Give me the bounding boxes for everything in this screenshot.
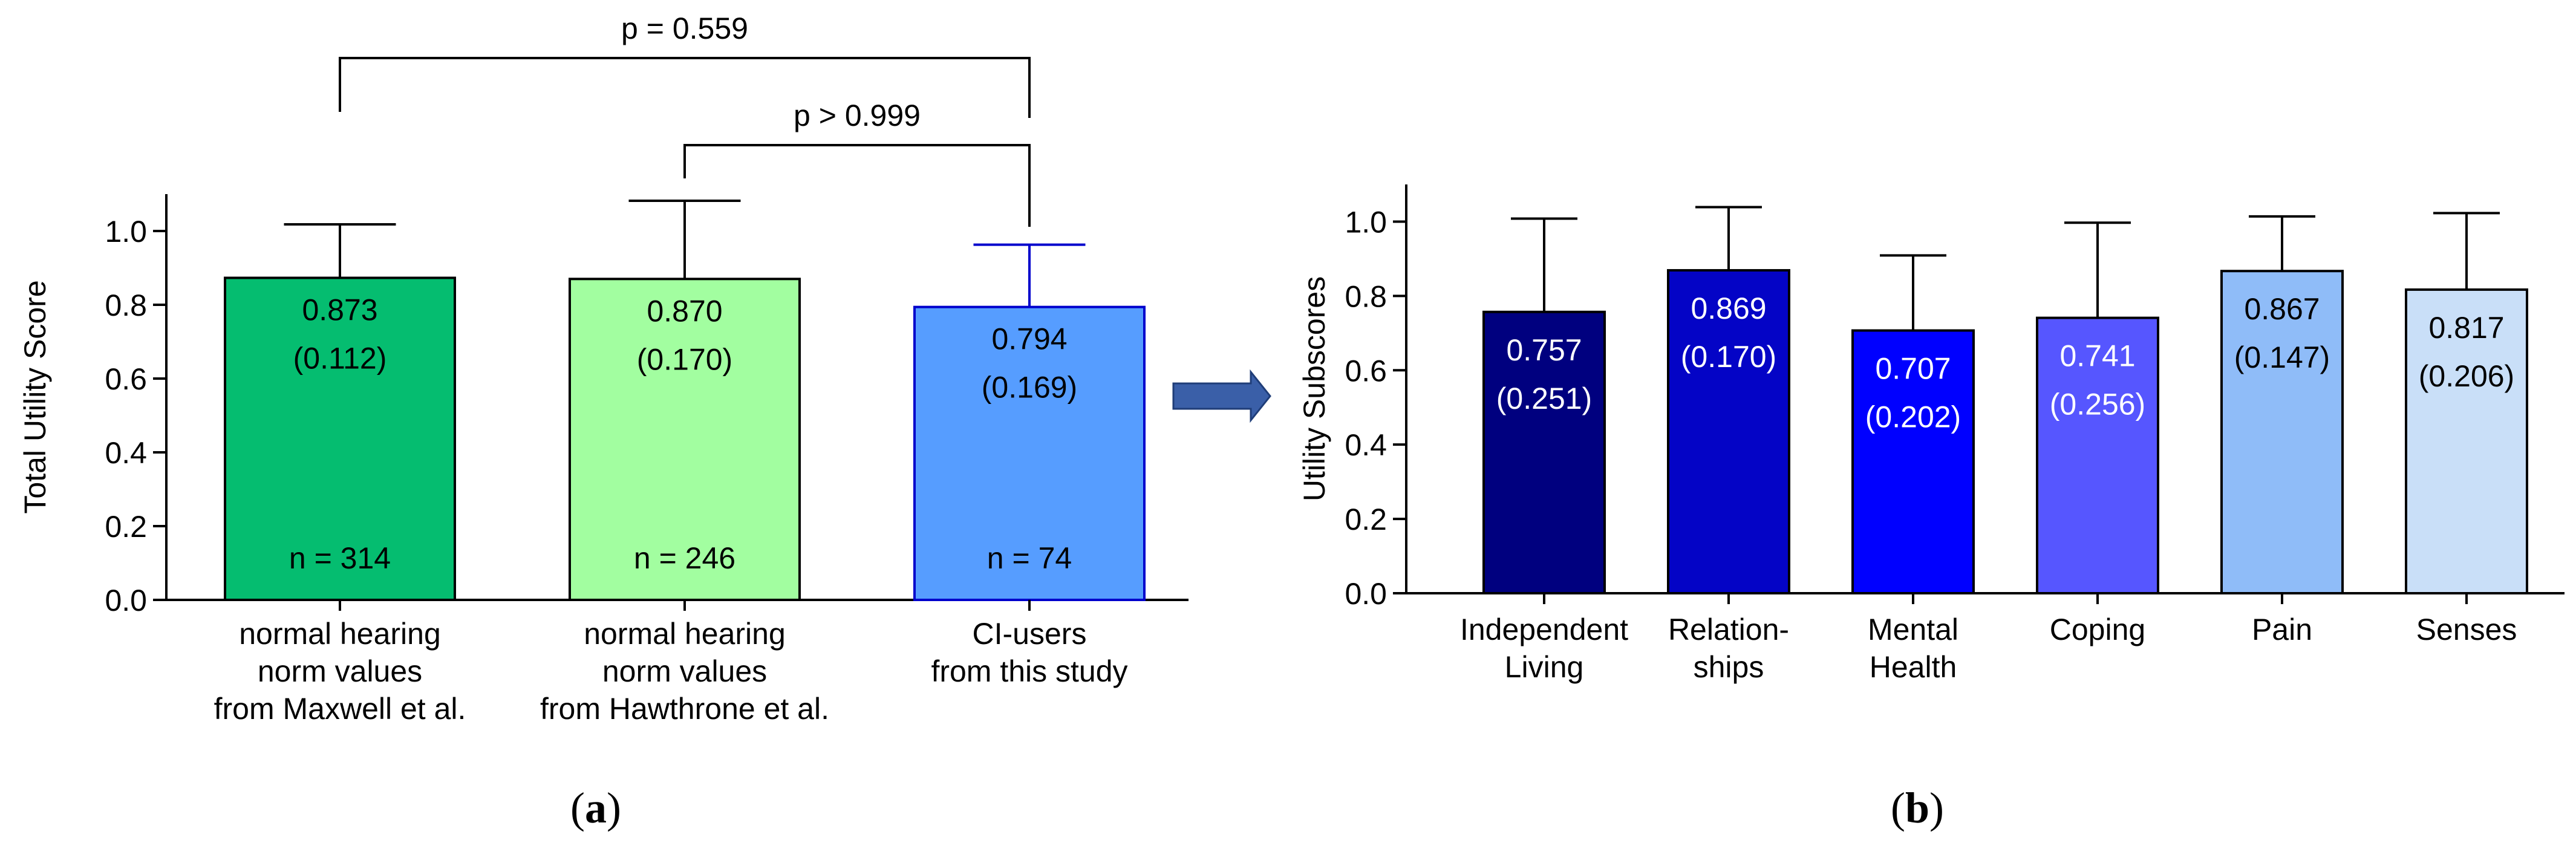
chart-b-mean-label: 0.707 xyxy=(1875,352,1951,386)
chart-a-category-label: norm values xyxy=(258,654,422,688)
chart-b-sd-label: (0.206) xyxy=(2419,359,2514,393)
chart-b-mean-label: 0.817 xyxy=(2428,311,2504,345)
chart-b-category-label: Health xyxy=(1870,650,1957,684)
chart-b-sd-label: (0.256) xyxy=(2050,388,2145,422)
chart-b-category-label: Mental xyxy=(1868,613,1958,646)
chart-a-sd-label: (0.170) xyxy=(637,342,732,376)
chart-b-bar xyxy=(1667,269,1790,594)
chart-a-y-tick-label: 0.4 xyxy=(105,436,147,470)
chart-a-bar xyxy=(569,278,801,601)
chart-b-sd-label: (0.251) xyxy=(1496,382,1592,415)
chart-a-n-label: n = 246 xyxy=(634,541,735,575)
chart-b-category-label: ships xyxy=(1694,650,1764,684)
chart-b-mean-label: 0.867 xyxy=(2244,292,2320,326)
chart-b-category-label: Pain xyxy=(2252,613,2312,646)
chart-b-mean-label: 0.869 xyxy=(1691,291,1766,325)
chart-b-mean-label: 0.757 xyxy=(1506,333,1582,367)
chart-a-mean-label: 0.794 xyxy=(991,322,1067,356)
chart-b-y-tick-label: 0.2 xyxy=(1345,503,1387,536)
chart-a-sd-label: (0.112) xyxy=(293,341,387,375)
chart-a-y-tick-label: 0.6 xyxy=(105,362,147,396)
chart-a-category-label: CI-users xyxy=(973,617,1087,651)
chart-a-category-label: norm values xyxy=(602,654,767,688)
chart-a-y-axis-label: Total Utility Score xyxy=(18,280,52,513)
right-arrow-icon xyxy=(1172,369,1271,423)
chart-b-category-label: Senses xyxy=(2416,613,2517,646)
chart-a-y-tick-label: 0.2 xyxy=(105,510,147,544)
chart-a-y-tick-label: 0.8 xyxy=(105,288,147,322)
chart-a-y-tick-label: 0.0 xyxy=(105,584,147,617)
panel-label-a: (a) xyxy=(570,784,621,832)
chart-a-significance-bracket xyxy=(339,57,1031,118)
chart-a-p-value-label: p = 0.559 xyxy=(621,11,748,45)
chart-a-total-utility: 0.0 0.2 0.4 0.6 0.8 1.0 Total Utility Score nor… xyxy=(18,11,1189,726)
chart-b-bar xyxy=(1851,329,1975,594)
chart-b-utility-subscores: 0.0 0.2 0.4 0.6 0.8 1.0 Utility Subscores Indep… xyxy=(1297,184,2565,684)
chart-b-bar xyxy=(1482,310,1606,594)
chart-b-y-tick-label: 0.6 xyxy=(1345,354,1387,388)
chart-b-mean-label: 0.741 xyxy=(2059,339,2135,373)
chart-b-sd-label: (0.202) xyxy=(1865,400,1961,434)
chart-a-category-label: normal hearing xyxy=(239,617,441,651)
chart-b-category-label: Living xyxy=(1505,650,1584,684)
chart-a-bar xyxy=(224,276,456,602)
chart-b-category-label: Coping xyxy=(2050,613,2145,646)
chart-a-category-label: from Hawthrone et al. xyxy=(540,692,829,726)
chart-b-y-tick-label: 0.8 xyxy=(1345,279,1387,313)
chart-a-category-label: from this study xyxy=(931,654,1127,688)
chart-b-category-label: Relation- xyxy=(1668,613,1789,646)
chart-a-category-label: from Maxwell et al. xyxy=(214,692,466,726)
chart-a-significance-bracket xyxy=(683,144,1031,227)
chart-b-y-tick-label: 1.0 xyxy=(1345,205,1387,239)
chart-a-mean-label: 0.873 xyxy=(302,293,377,327)
chart-b-y-axis-label: Utility Subscores xyxy=(1297,276,1331,501)
chart-b-bar xyxy=(2220,270,2344,594)
chart-b-category-label: Independent xyxy=(1460,613,1628,646)
chart-a-p-value-label: p > 0.999 xyxy=(794,99,921,132)
chart-b-sd-label: (0.170) xyxy=(1681,340,1776,374)
chart-b-bar xyxy=(2405,288,2528,594)
chart-b-y-tick-label: 0.4 xyxy=(1345,428,1387,462)
chart-a-sd-label: (0.169) xyxy=(982,371,1077,405)
chart-a-category-label: normal hearing xyxy=(584,617,786,651)
chart-b-bar xyxy=(2036,316,2159,594)
panel-label-b: (b) xyxy=(1891,784,1944,832)
chart-b-y-tick-label: 0.0 xyxy=(1345,577,1387,611)
chart-a-n-label: n = 74 xyxy=(987,541,1072,575)
chart-a-n-label: n = 314 xyxy=(289,541,391,575)
chart-a-y-tick-label: 1.0 xyxy=(105,215,147,249)
chart-a-mean-label: 0.870 xyxy=(647,294,722,328)
chart-b-sd-label: (0.147) xyxy=(2234,340,2330,374)
